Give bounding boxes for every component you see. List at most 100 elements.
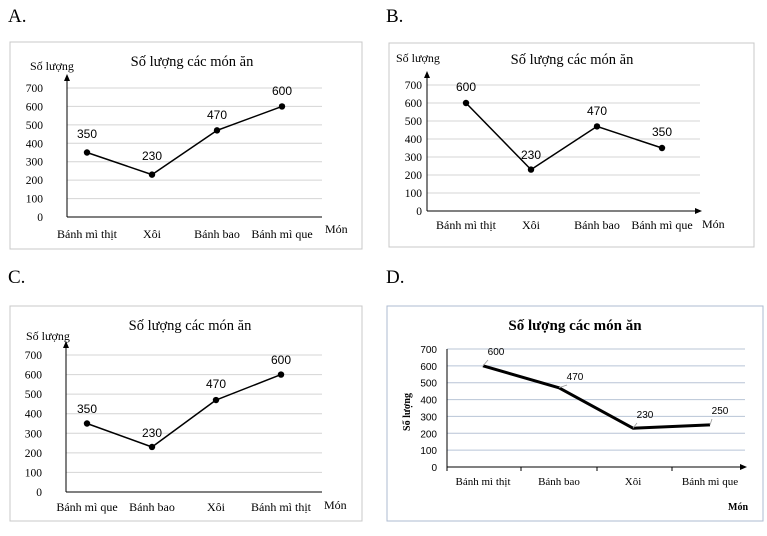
chart-b-data-point (462, 99, 470, 107)
chart-c-data-point (212, 396, 220, 404)
chart-c-data-point (277, 371, 285, 378)
chart-b-y-arrow (424, 71, 430, 78)
chart-c-series-line (86, 373, 282, 448)
chart-c-ytick-label: 500 (25, 389, 43, 401)
chart-a-data-label: 470 (207, 108, 227, 122)
chart-a-data-point (83, 149, 91, 156)
chart-a-ytick-label: 700 (26, 83, 44, 95)
chart-a-ytick-label: 0 (37, 212, 43, 224)
chart-d-category-label: Bánh bao (538, 476, 580, 488)
chart-a-data-point (213, 127, 221, 134)
chart-b-data-label: 600 (456, 80, 476, 94)
chart-a-data-label: 600 (272, 84, 292, 98)
chart-c-category-label: Bánh mì que (56, 500, 117, 514)
chart-a-y-axis-label: Số lượng (30, 59, 74, 73)
chart-c-category-label: Bánh bao (129, 500, 175, 514)
chart-c-data-label: 350 (77, 402, 97, 416)
chart-b-title: Số lượng các món ăn (511, 52, 634, 68)
chart-d-ytick-label: 200 (420, 429, 437, 440)
chart-d-ytick-label: 500 (420, 379, 437, 390)
chart-a-data-point (278, 103, 286, 110)
chart-a-x-axis-label: Món (325, 222, 348, 236)
chart-c-ytick-label: 700 (25, 350, 43, 362)
chart-d-category-label: Bánh mì que (682, 476, 738, 488)
chart-c-ytick-label: 300 (25, 428, 43, 440)
chart-d-leader-line (709, 418, 713, 425)
chart-d-leader-line (632, 422, 638, 429)
chart-a-ytick-label: 500 (26, 120, 44, 132)
option-b-label: B. (386, 6, 404, 27)
chart-d-data-label: 250 (712, 406, 729, 417)
chart-b-ytick-label: 700 (405, 80, 423, 92)
chart-a-ytick-label: 600 (26, 101, 44, 113)
chart-b-category-label: Bánh mì thịt (436, 218, 497, 232)
chart-c-x-axis-label: Món (324, 498, 347, 512)
chart-d-ytick-label: 700 (420, 345, 437, 356)
chart-d-frame (386, 305, 764, 522)
chart-b-data-point (593, 123, 601, 130)
chart-c-y-arrow (63, 341, 69, 348)
chart-b-ytick-label: 100 (405, 188, 423, 200)
chart-c-ytick-label: 100 (25, 467, 43, 479)
chart-d-ytick-label: 0 (431, 463, 437, 474)
chart-d-ytick-label: 600 (420, 362, 437, 373)
option-c-label: C. (8, 267, 26, 288)
chart-a-data-point (148, 171, 156, 178)
chart-b-ytick-label: 500 (405, 116, 423, 128)
chart-c-data-point (148, 443, 156, 451)
chart-a-frame (9, 41, 363, 250)
chart-c-ytick-label: 400 (25, 409, 43, 421)
chart-b-data-point (527, 166, 535, 173)
chart-b-data-label: 470 (587, 104, 607, 118)
chart-a-category-label: Xôi (143, 227, 162, 241)
chart-b-ytick-label: 300 (405, 152, 423, 164)
chart-b-x-axis-label: Món (702, 217, 725, 231)
chart-a-ytick-label: 200 (26, 175, 44, 187)
chart-b-x-arrow (695, 208, 702, 214)
chart-a-data-label: 350 (77, 127, 97, 141)
chart-c-data-label: 470 (206, 377, 226, 391)
chart-a-data-label: 230 (142, 149, 162, 163)
chart-b-ytick-label: 400 (405, 134, 423, 146)
chart-a-title: Số lượng các món ăn (131, 54, 254, 70)
chart-c-y-axis-label: Số lượng (26, 329, 70, 343)
chart-a-y-arrow (64, 74, 70, 81)
chart-c-data-label: 230 (142, 426, 162, 440)
chart-b-ytick-label: 200 (405, 170, 423, 182)
option-a-label: A. (8, 6, 27, 27)
chart-a-ytick-label: 100 (26, 194, 44, 206)
chart-a-category-label: Bánh mì que (251, 227, 312, 241)
chart-d-leader-line (482, 359, 489, 367)
chart-d-category-label: Xôi (625, 476, 642, 488)
chart-b-data-label: 350 (652, 125, 672, 139)
chart-a-ytick-label: 300 (26, 157, 44, 169)
chart-a-series-line (86, 105, 283, 176)
chart-d-category-label: Bánh mì thịt (456, 476, 511, 488)
chart-b-data-point (658, 144, 666, 152)
option-d-label: D. (386, 267, 405, 288)
chart-b-ytick-label: 0 (416, 206, 422, 218)
chart-a-ytick-label: 400 (26, 138, 44, 150)
chart-d-title: Số lượng các món ăn (508, 318, 642, 334)
chart-d-series-line (482, 364, 711, 430)
chart-b-frame (388, 42, 755, 248)
chart-b-category-label: Bánh mì que (631, 218, 692, 232)
chart-c-data-point (83, 420, 91, 427)
chart-d-data-label: 230 (637, 410, 654, 421)
chart-c-category-label: Xôi (207, 500, 226, 514)
chart-a-category-label: Bánh mì thịt (57, 227, 118, 241)
chart-d-leader-line (558, 384, 568, 389)
chart-c-title: Số lượng các món ăn (129, 318, 252, 334)
chart-c-ytick-label: 600 (25, 370, 43, 382)
chart-d-x-arrow (740, 464, 747, 470)
chart-d-ytick-label: 300 (420, 412, 437, 423)
chart-c-category-label: Bánh mì thịt (251, 500, 312, 514)
chart-d-ytick-label: 400 (420, 396, 437, 407)
chart-a-category-label: Bánh bao (194, 227, 240, 241)
chart-b-series-line (465, 102, 663, 171)
chart-c-ytick-label: 200 (25, 448, 43, 460)
chart-c-ytick-label: 0 (36, 487, 42, 499)
chart-c-data-label: 600 (271, 353, 291, 367)
chart-b-y-axis-label: Số lượng (396, 51, 440, 65)
